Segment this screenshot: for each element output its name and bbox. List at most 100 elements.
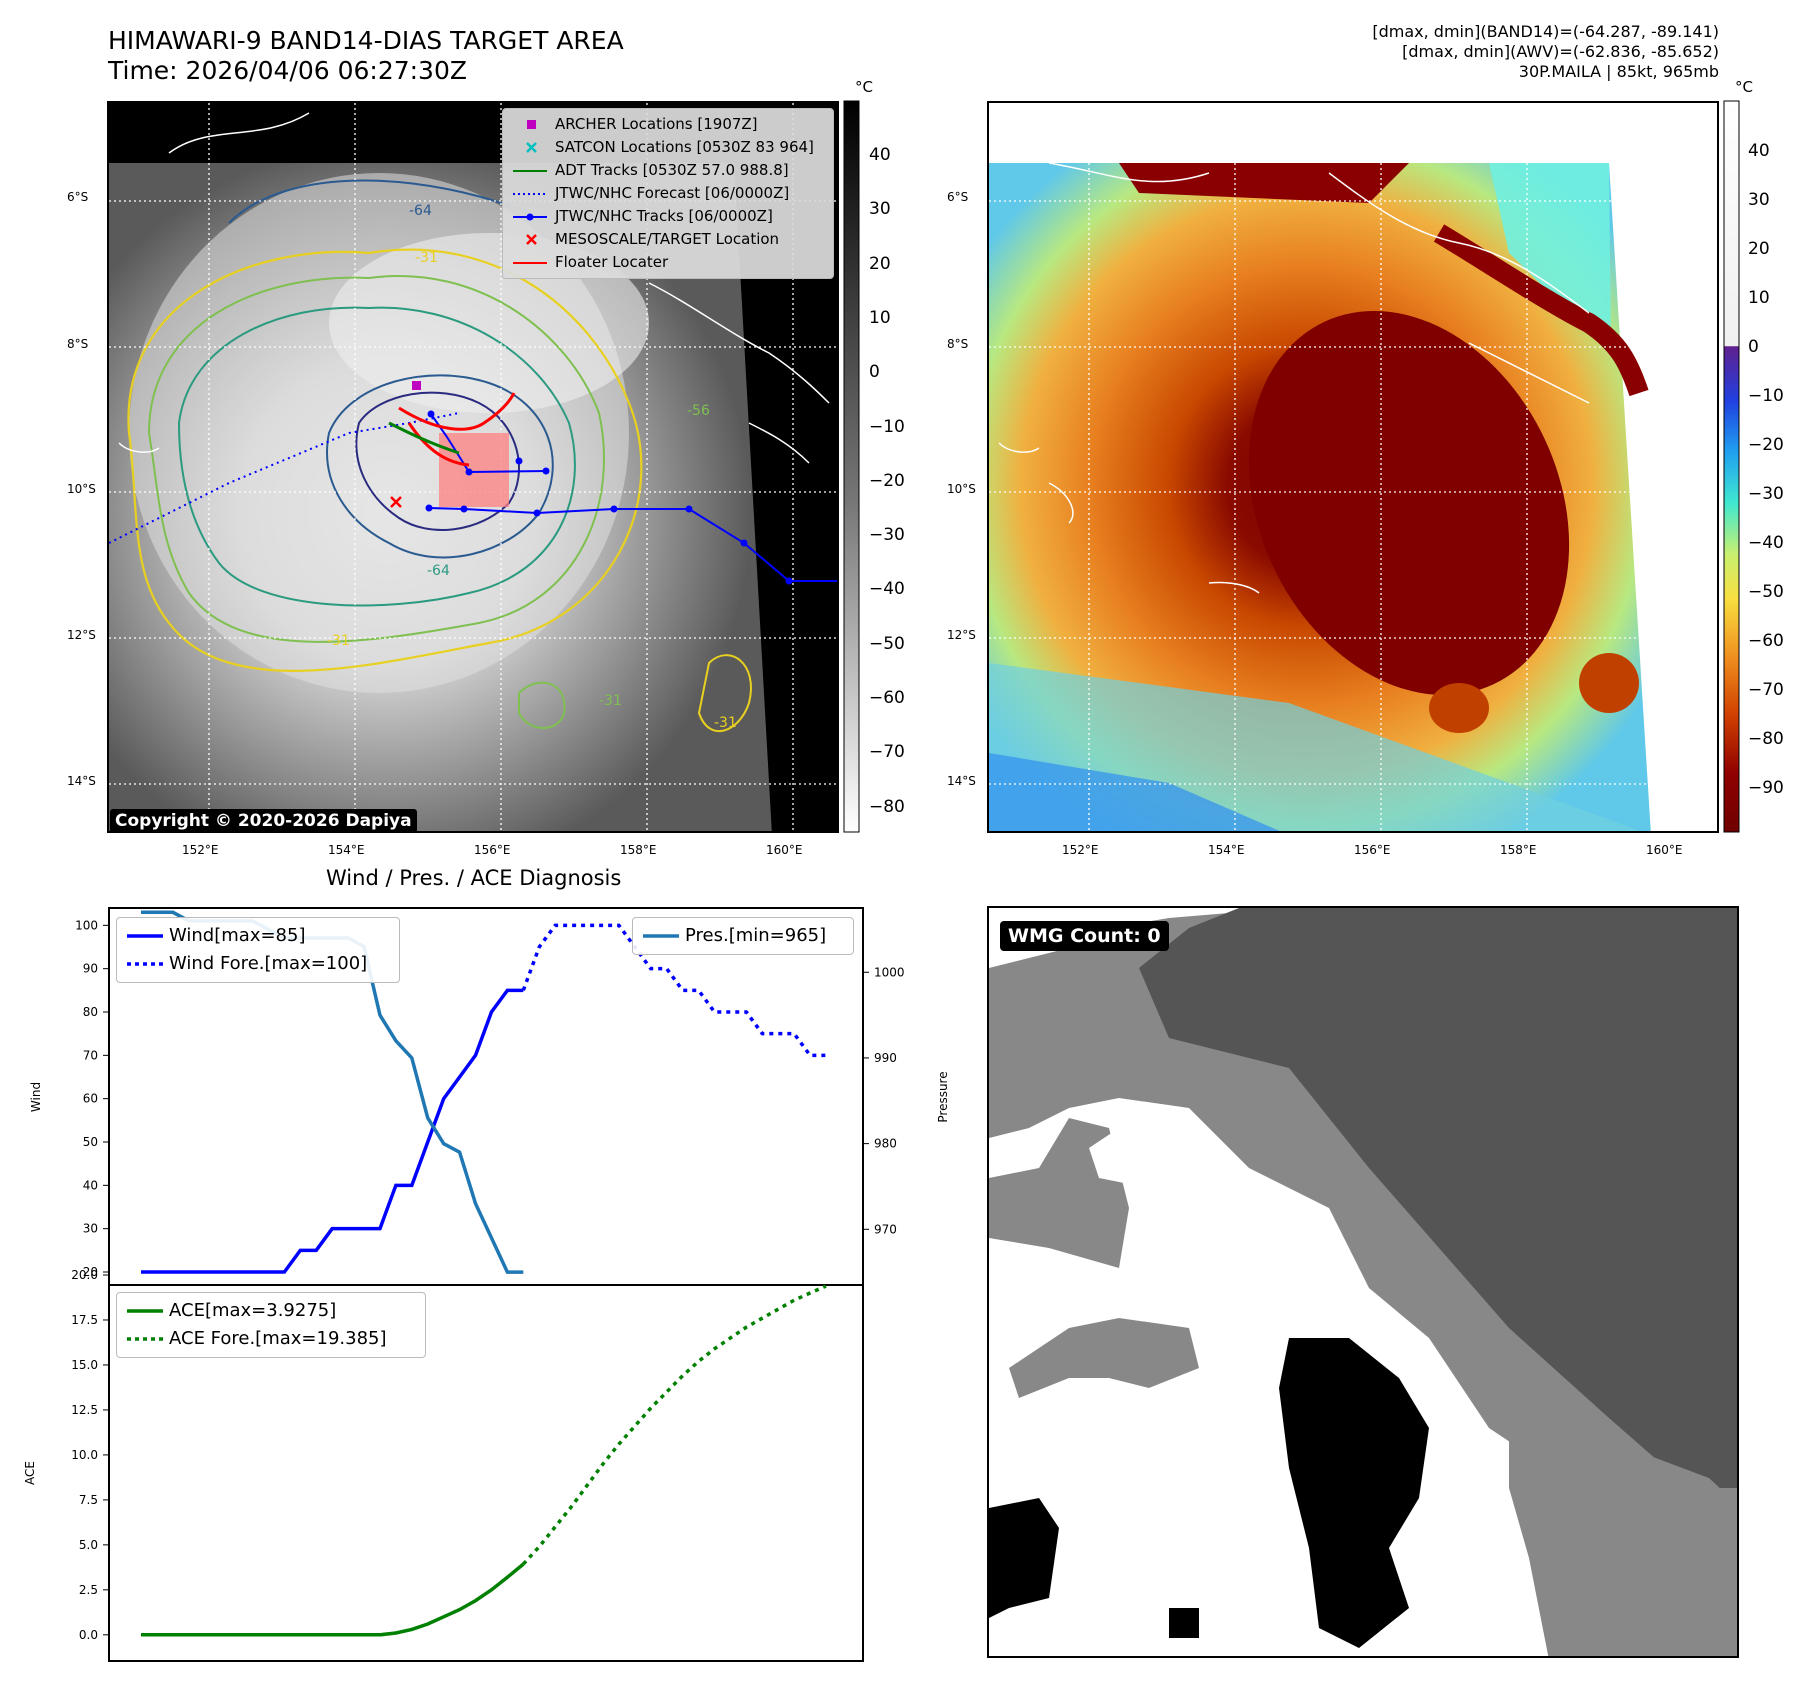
- ace-ytick-label: 7.5: [79, 1493, 98, 1507]
- grayscale-colorbar-unit: °C: [855, 78, 873, 96]
- colorbar-tick-label: 30: [869, 199, 891, 220]
- legend-item-wind: Wind[max=85]: [127, 925, 306, 946]
- wind-ytick-label: 20: [83, 1265, 98, 1279]
- ace-ytick-label: 12.5: [71, 1403, 98, 1417]
- chart-title: HIMAWARI-9 BAND14-DIAS TARGET AREA: [108, 26, 624, 55]
- wind-ytick-label: 80: [83, 1005, 98, 1019]
- lon-tick-label: 152°E: [1062, 843, 1099, 857]
- ace-ytick-label: 5.0: [79, 1538, 98, 1552]
- legend-item-ace-forecast: ACE Fore.[max=19.385]: [127, 1328, 387, 1349]
- pressure-ytick-label: 970: [874, 1222, 897, 1236]
- color-colorbar: [1723, 100, 1740, 833]
- ace-ytick-label: 17.5: [71, 1313, 98, 1327]
- wind-ytick-label: 50: [83, 1135, 98, 1149]
- colorbar-tick-label: 10: [1748, 288, 1770, 308]
- lon-tick-label: 158°E: [620, 843, 657, 857]
- ace-ytick-label: 0.0: [79, 1628, 98, 1642]
- colorbar-tick-label: 20: [869, 253, 891, 274]
- ace-legend: ACE[max=3.9275] ACE Fore.[max=19.385]: [116, 1292, 426, 1358]
- colorbar-tick-label: −20: [1748, 435, 1784, 455]
- lon-tick-label: 156°E: [474, 843, 511, 857]
- series-line-0: [141, 988, 524, 1274]
- colorbar-tick-label: −30: [1748, 484, 1784, 504]
- contour-label: -31: [714, 715, 737, 731]
- colorbar-tick-label: 40: [869, 145, 891, 165]
- legend-item-archer: ARCHER Locations [1907Z]: [509, 113, 827, 136]
- lon-tick-label: 158°E: [1500, 843, 1537, 857]
- ir-color-image: [989, 103, 1717, 831]
- pressure-ytick-label: 990: [874, 1051, 897, 1065]
- colorbar-tick-label: 30: [1748, 190, 1770, 210]
- colorbar-tick-label: 20: [1748, 239, 1770, 259]
- colorbar-tick-label: −50: [869, 633, 905, 654]
- info-storm: 30P.MAILA | 85kt, 965mb: [1518, 62, 1719, 81]
- lat-tick-label: 10°S: [67, 482, 96, 496]
- colorbar-tick-label: −80: [1748, 729, 1784, 749]
- wmg-image: [989, 908, 1737, 1656]
- lon-tick-label: 154°E: [1208, 843, 1245, 857]
- legend-item-forecast: JTWC/NHC Forecast [06/0000Z]: [513, 184, 790, 202]
- legend-item-satcon: SATCON Locations [0530Z 83 964]: [509, 136, 827, 159]
- legend-item-tracks: JTWC/NHC Tracks [06/0000Z]: [509, 205, 827, 228]
- lat-tick-label: 12°S: [947, 628, 976, 642]
- pressure-ytick-label: 980: [874, 1137, 897, 1151]
- colorbar-tick-label: −30: [869, 525, 905, 546]
- lon-tick-label: 152°E: [182, 843, 219, 857]
- lat-tick-label: 10°S: [947, 482, 976, 496]
- colorbar-tick-label: −10: [1748, 386, 1784, 406]
- colorbar-tick-label: 40: [1748, 141, 1770, 161]
- legend-item-wind-forecast: Wind Fore.[max=100]: [127, 953, 368, 974]
- legend-item-ace: ACE[max=3.9275]: [127, 1300, 337, 1321]
- legend-item-target: MESOSCALE/TARGET Location: [509, 228, 827, 251]
- legend-item-floater: Floater Locater: [513, 253, 669, 271]
- wind-axis-label: Wind: [29, 1082, 43, 1112]
- lat-tick-label: 12°S: [67, 628, 96, 642]
- info-band14: [dmax, dmin](BAND14)=(-64.287, -89.141): [1372, 22, 1719, 41]
- lon-tick-label: 154°E: [328, 843, 365, 857]
- colorbar-tick-label: 0: [1748, 337, 1759, 357]
- wind-legend: Wind[max=85] Wind Fore.[max=100]: [116, 917, 400, 983]
- lon-tick-label: 160°E: [766, 843, 803, 857]
- contour-label: -64: [427, 563, 450, 579]
- wmg-count-badge: WMG Count: 0: [1000, 921, 1169, 951]
- colorbar-tick-label: −70: [1748, 680, 1784, 700]
- contour-label: -31: [415, 250, 438, 266]
- diagnosis-title: Wind / Pres. / ACE Diagnosis: [326, 866, 622, 890]
- contour-label: -31: [327, 633, 350, 649]
- ace-ytick-label: 2.5: [79, 1583, 98, 1597]
- map-legend: ARCHER Locations [1907Z] SATCON Location…: [502, 108, 834, 279]
- wind-ytick-label: 70: [83, 1048, 98, 1062]
- chart-time: Time: 2026/04/06 06:27:30Z: [108, 56, 467, 85]
- contour-label: -31: [599, 693, 622, 709]
- colorbar-tick-label: 0: [869, 362, 880, 383]
- ir-color-map: [987, 101, 1719, 833]
- wind-ytick-label: 100: [75, 918, 98, 932]
- ace-ytick-label: 15.0: [71, 1358, 98, 1372]
- ace-axis-label: ACE: [23, 1461, 37, 1485]
- legend-item-pressure: Pres.[min=965]: [643, 925, 827, 946]
- colorbar-tick-label: −20: [869, 470, 905, 491]
- copyright-badge: Copyright © 2020-2026 Dapiya: [110, 809, 417, 833]
- ace-series-line-0: [141, 1562, 525, 1637]
- wind-ytick-label: 30: [83, 1222, 98, 1236]
- lat-tick-label: 14°S: [947, 774, 976, 788]
- lat-tick-label: 6°S: [67, 190, 89, 204]
- ir-grayscale-image: [109, 103, 837, 831]
- colorbar-tick-label: −10: [869, 416, 905, 437]
- legend-item-adt: ADT Tracks [0530Z 57.0 988.8]: [513, 161, 789, 179]
- colorbar-tick-label: −70: [869, 742, 905, 763]
- lat-tick-label: 14°S: [67, 774, 96, 788]
- lon-tick-label: 156°E: [1354, 843, 1391, 857]
- wmg-panel: [987, 906, 1739, 1658]
- lat-tick-label: 8°S: [947, 337, 969, 351]
- colorbar-tick-label: −40: [1748, 533, 1784, 553]
- wind-ytick-label: 90: [83, 962, 98, 976]
- lat-tick-label: 8°S: [67, 337, 89, 351]
- colorbar-tick-label: −40: [869, 579, 905, 600]
- colorbar-tick-label: 10: [869, 307, 891, 328]
- colorbar-tick-label: −60: [869, 688, 905, 708]
- ace-series-line-1: [522, 1284, 827, 1566]
- contour-label: -56: [687, 403, 710, 419]
- lon-tick-label: 160°E: [1646, 843, 1683, 857]
- info-awv: [dmax, dmin](AWV)=(-62.836, -85.652): [1402, 42, 1719, 61]
